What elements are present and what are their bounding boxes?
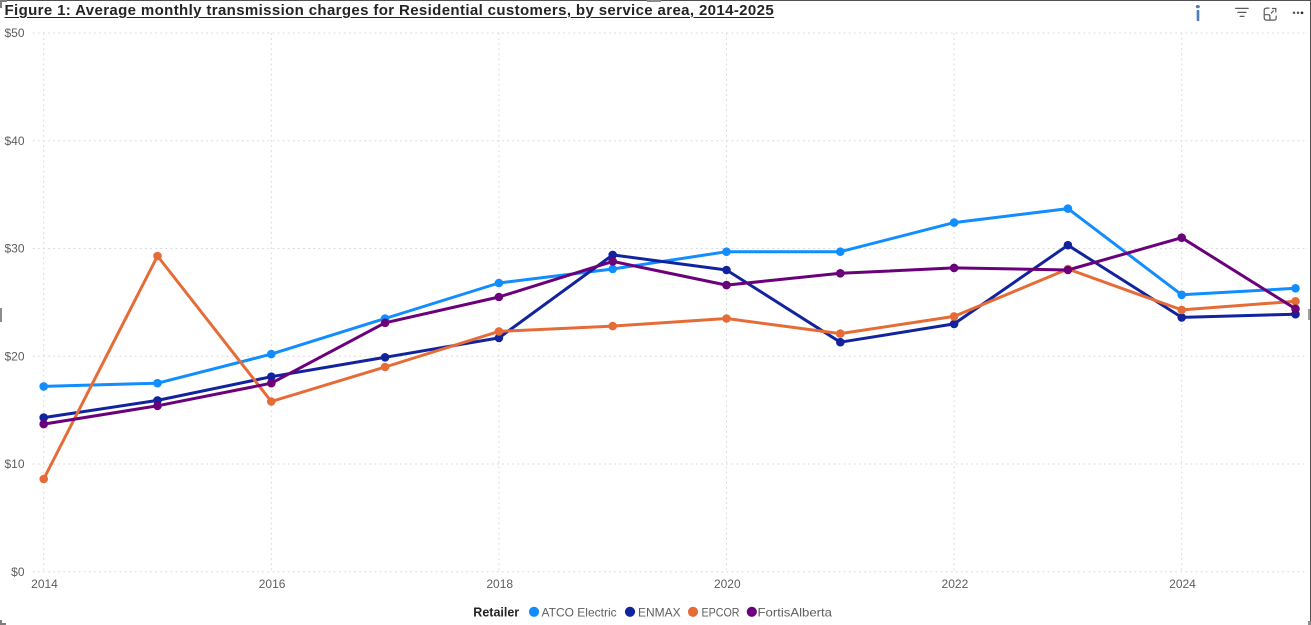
svg-text:2018: 2018 — [486, 577, 513, 591]
svg-text:ATCO Electric: ATCO Electric — [542, 605, 617, 619]
svg-text:2016: 2016 — [259, 577, 286, 591]
svg-text:2020: 2020 — [714, 577, 741, 591]
svg-text:2014: 2014 — [31, 577, 58, 591]
svg-text:$40: $40 — [4, 134, 24, 148]
svg-text:2024: 2024 — [1169, 577, 1196, 591]
svg-text:Retailer: Retailer — [473, 605, 519, 619]
svg-text:$30: $30 — [4, 242, 24, 256]
svg-text:2022: 2022 — [942, 577, 969, 591]
svg-text:$0: $0 — [11, 565, 25, 579]
svg-text:$20: $20 — [4, 349, 24, 363]
svg-text:$10: $10 — [4, 457, 24, 471]
svg-text:ENMAX: ENMAX — [638, 605, 681, 619]
svg-text:EPCOR: EPCOR — [702, 605, 740, 619]
svg-text:$50: $50 — [4, 26, 24, 40]
svg-text:FortisAlberta: FortisAlberta — [758, 605, 833, 619]
